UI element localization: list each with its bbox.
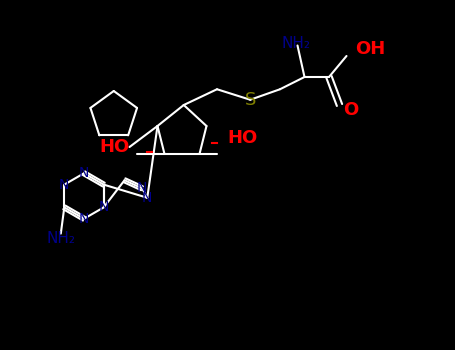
Text: S: S bbox=[245, 91, 256, 109]
Text: O: O bbox=[343, 101, 358, 119]
Text: NH₂: NH₂ bbox=[46, 231, 75, 246]
Text: HO: HO bbox=[99, 138, 130, 156]
Text: N: N bbox=[79, 166, 89, 180]
Text: NH₂: NH₂ bbox=[281, 36, 310, 51]
Text: N: N bbox=[137, 181, 147, 195]
Text: N: N bbox=[59, 178, 70, 192]
Text: N: N bbox=[79, 212, 89, 226]
Text: HO: HO bbox=[228, 129, 258, 147]
Text: N: N bbox=[142, 191, 152, 205]
Text: OH: OH bbox=[355, 40, 385, 58]
Text: N: N bbox=[99, 200, 109, 214]
